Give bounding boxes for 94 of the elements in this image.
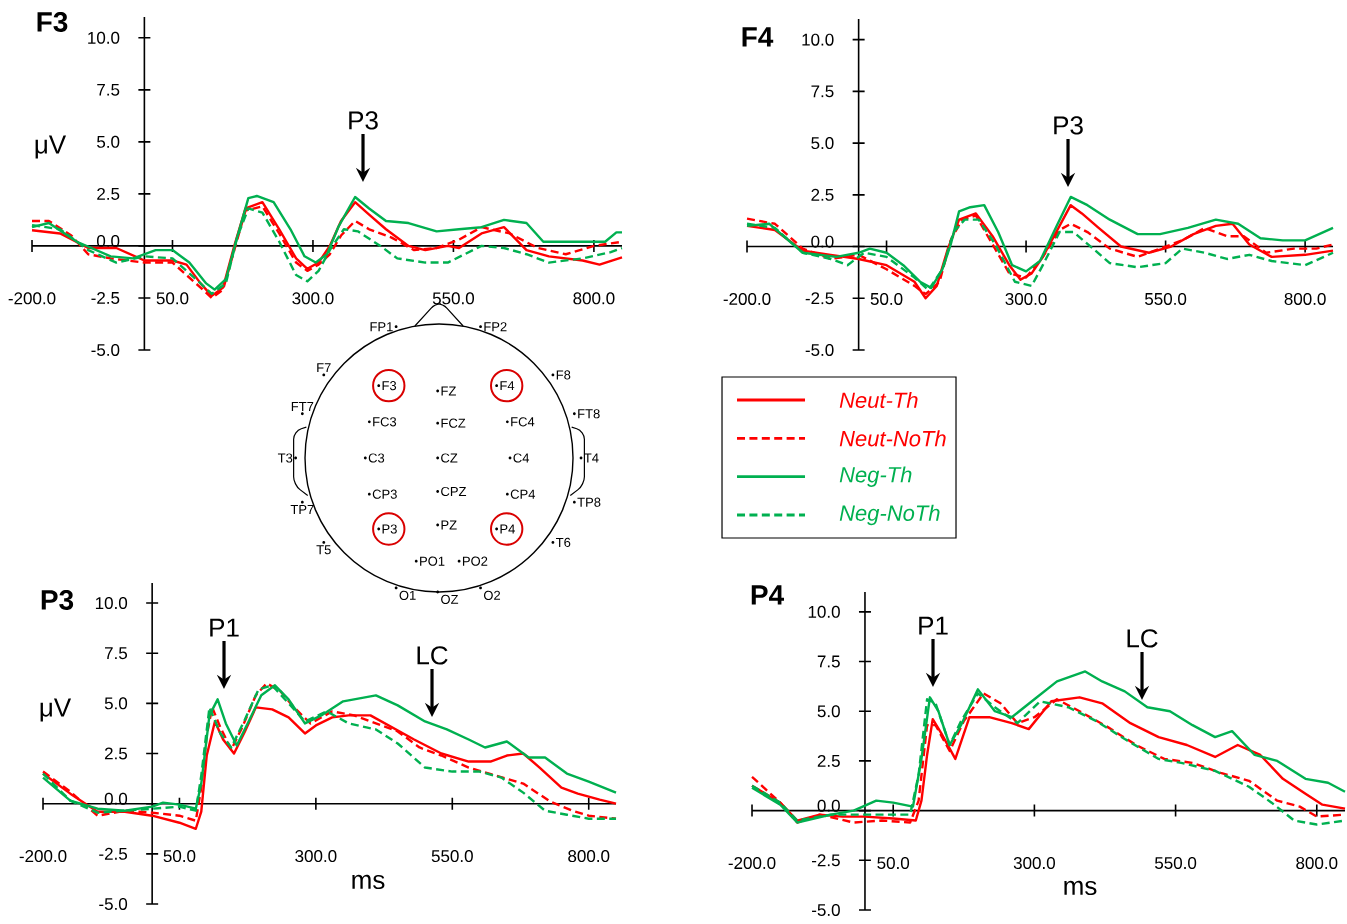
x-tick-label: 50.0 <box>877 857 910 870</box>
x-tick-label: -200.0 <box>8 292 56 305</box>
text: FCZ <box>441 418 466 428</box>
text: PZ <box>441 520 457 530</box>
text: FC4 <box>511 417 535 427</box>
annotation: FP2 <box>484 322 507 332</box>
legend-label: Neut-NoTh <box>839 430 946 447</box>
annotation: O1 <box>399 590 416 600</box>
x-axis-title: ms <box>352 874 385 890</box>
y-axis-title: μV <box>35 135 67 159</box>
y-tick-label: -2.5 <box>99 847 128 860</box>
legend-label: Neg-Th <box>839 466 912 487</box>
x-tick-label: -200.0 <box>723 292 771 305</box>
x-tick-label: 550.0 <box>432 292 475 305</box>
text: FT7 <box>291 402 314 411</box>
annotation: LC <box>1127 629 1158 648</box>
x-tick-label: 300.0 <box>292 292 334 305</box>
x-tick-label: -200.0 <box>728 857 776 870</box>
y-tick-label: -2.5 <box>812 854 840 867</box>
text: TP7 <box>290 505 314 514</box>
y-tick-label: 10.0 <box>88 31 120 44</box>
x-tick-label: 800.0 <box>573 292 615 305</box>
x-tick-label: 800.0 <box>1296 857 1338 870</box>
y-axis-title: μV <box>40 698 72 722</box>
text: FZ <box>441 386 456 396</box>
text: P4 <box>500 524 515 534</box>
y-tick-label: 7.5 <box>105 647 128 660</box>
y-tick-label: 2.5 <box>97 187 120 200</box>
y-tick-label: 5.0 <box>97 135 120 148</box>
annotation: P3 <box>349 111 378 130</box>
x-tick-label: 550.0 <box>1145 292 1187 305</box>
text: PO2 <box>462 556 488 566</box>
y-tick-label: 2.5 <box>104 747 128 760</box>
y-tick-label: 10.0 <box>95 597 128 610</box>
text: F8 <box>556 370 571 380</box>
text: F3 <box>382 381 397 391</box>
y-tick-label: 7.5 <box>817 655 840 668</box>
text: T6 <box>555 537 571 547</box>
y-tick-label: 10.0 <box>802 33 834 46</box>
chart-title: F4 <box>742 27 774 47</box>
y-tick-label: -5.0 <box>99 897 128 910</box>
chart-title: F3 <box>37 12 68 32</box>
text: CZ <box>441 453 458 463</box>
text: C4 <box>513 453 530 463</box>
text: T3 <box>277 453 293 463</box>
x-tick-label: 300.0 <box>1013 857 1055 870</box>
x-tick-label: 800.0 <box>1284 292 1326 305</box>
text: TP8 <box>577 497 601 507</box>
x-tick-label: 50.0 <box>163 850 196 863</box>
y-tick-label: 5.0 <box>817 705 840 718</box>
annotation: OZ <box>441 594 459 604</box>
y-tick-label: -2.5 <box>805 292 834 305</box>
y-tick-label: 7.5 <box>811 85 834 98</box>
y-tick-label: -5.0 <box>812 903 840 916</box>
annotation: LC <box>417 646 448 665</box>
y-tick-label: 2.5 <box>811 188 834 201</box>
x-axis-title: ms <box>1064 880 1097 896</box>
legend-label: Neut-Th <box>839 391 918 409</box>
text: FC3 <box>373 417 397 427</box>
annotation: O2 <box>483 590 501 600</box>
x-tick-label: 50.0 <box>156 292 189 305</box>
x-tick-label: 550.0 <box>431 850 473 863</box>
y-tick-label: 5.0 <box>104 697 128 710</box>
text: FT8 <box>578 409 600 419</box>
text: P3 <box>382 524 397 534</box>
text: CP3 <box>372 489 397 499</box>
annotation: FP1 <box>370 322 393 332</box>
x-tick-label: 50.0 <box>870 292 903 305</box>
y-tick-label: 7.5 <box>97 83 120 96</box>
x-tick-label: -200.0 <box>19 850 67 863</box>
x-tick-label: 800.0 <box>568 850 610 863</box>
text: CPZ <box>441 486 467 497</box>
chart-title: P3 <box>41 590 74 610</box>
x-tick-label: 300.0 <box>1005 292 1047 305</box>
text: F4 <box>500 381 515 391</box>
text: T4 <box>584 453 599 463</box>
y-tick-label: 5.0 <box>811 137 834 150</box>
y-tick-label: 2.5 <box>817 754 840 767</box>
x-tick-label: 300.0 <box>295 850 337 863</box>
annotation: P1 <box>919 616 948 635</box>
text: F7 <box>317 363 331 373</box>
y-tick-label: -5.0 <box>805 343 834 356</box>
legend-label: Neg-NoTh <box>839 504 940 526</box>
text: CP4 <box>510 489 536 499</box>
annotation: P1 <box>210 618 239 637</box>
text: T5 <box>316 545 331 555</box>
x-tick-label: 550.0 <box>1155 857 1197 870</box>
y-tick-label: -2.5 <box>91 291 120 304</box>
y-tick-label: 10.0 <box>808 605 840 618</box>
annotation: P3 <box>1054 116 1083 135</box>
chart-title: P4 <box>751 585 784 605</box>
text: C3 <box>368 453 385 463</box>
y-tick-label: -5.0 <box>91 343 120 356</box>
text: PO1 <box>420 556 445 566</box>
